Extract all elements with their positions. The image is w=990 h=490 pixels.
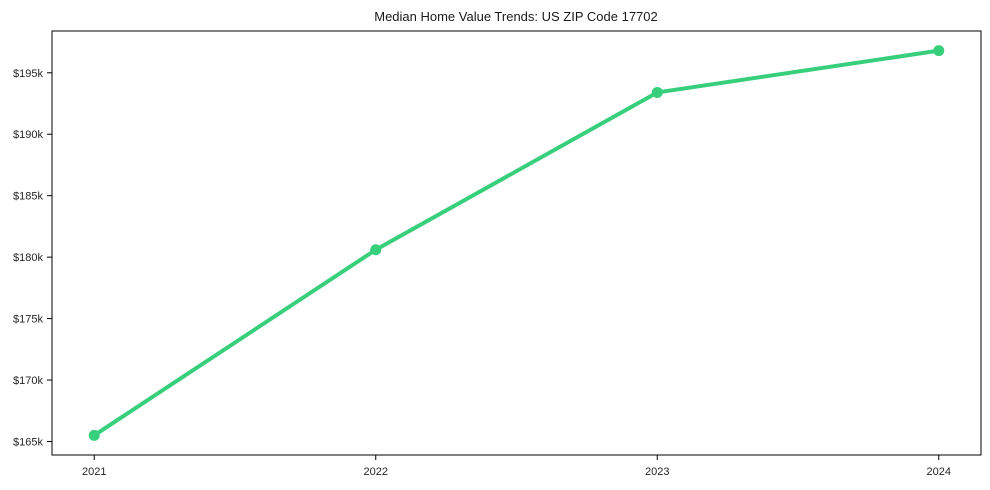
axes-frame (51, 30, 982, 456)
y-tick-label: $190k (13, 129, 43, 141)
plot-area: $165k $170k $175k $180k $185k $190k $195k 2021 2… (13, 30, 982, 478)
y-tick-label: $185k (13, 191, 43, 203)
x-tick-label: 2022 (364, 466, 388, 478)
data-point-marker (651, 86, 663, 98)
x-tick-label: 2021 (82, 466, 106, 478)
chart-title: Median Home Value Trends: US ZIP Code 17… (374, 9, 658, 24)
y-tick-label: $180k (13, 252, 43, 264)
y-tick-label: $165k (13, 436, 43, 448)
data-point-marker (933, 45, 945, 57)
data-point-marker (370, 244, 382, 256)
x-tick-label: 2023 (645, 466, 669, 478)
x-tick-label: 2024 (927, 466, 951, 478)
trend-line (92, 48, 941, 438)
y-tick-label: $195k (13, 68, 43, 80)
y-tick-label: $170k (13, 375, 43, 387)
data-point-marker (88, 429, 100, 441)
y-tick-label: $175k (13, 314, 43, 326)
